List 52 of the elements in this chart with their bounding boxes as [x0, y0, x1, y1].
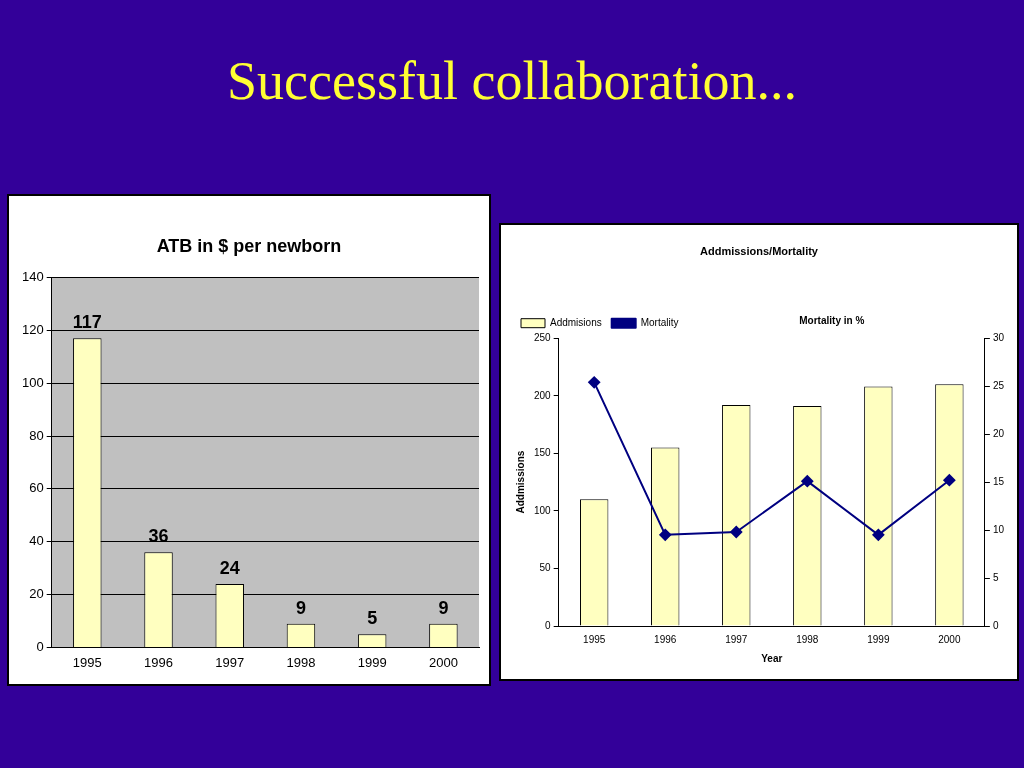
legend-label: Addmisions: [550, 316, 602, 328]
x-tick-label: 1995: [583, 633, 606, 645]
y-tick-label: 60: [29, 480, 44, 496]
x-tick-label: 2000: [938, 633, 961, 645]
y-tick-label: 140: [21, 269, 44, 285]
chart-title: Addmissions/Mortality: [700, 244, 819, 257]
point: [872, 528, 885, 541]
y2-tick-label: 10: [992, 523, 1005, 535]
y-tick-label: 80: [29, 427, 44, 443]
y-tick-label: 20: [29, 586, 44, 602]
legend-label: Mortality: [640, 316, 679, 328]
point: [659, 528, 672, 541]
x-tick-label: 1998: [796, 633, 819, 645]
y2-tick-label: 5: [992, 571, 999, 583]
point: [730, 525, 743, 538]
y-tick-label: 150: [534, 447, 552, 459]
x-tick-label: 1997: [215, 654, 245, 670]
y-tick-label: 200: [534, 389, 552, 401]
y-axis-title: Addmissions: [514, 450, 526, 514]
y-tick-label: 100: [534, 504, 552, 516]
y2-tick-label: 30: [992, 331, 1005, 343]
text: Successful collaboration...: [226, 50, 798, 112]
x-tick-label: 1999: [357, 654, 387, 670]
y-tick-label: 250: [534, 331, 552, 343]
x-tick-label: 1998: [286, 654, 316, 670]
x-tick-label: 1996: [654, 633, 677, 645]
data-label: 5: [367, 608, 378, 629]
x-tick-label: 1996: [144, 654, 173, 670]
y2-tick-label: 20: [992, 427, 1005, 439]
data-label: 9: [438, 597, 449, 618]
y2-tick-label: 0: [992, 619, 999, 631]
point: [943, 474, 956, 487]
y-tick-label: 0: [36, 638, 44, 654]
y2-tick-label: 15: [992, 475, 1005, 487]
y-tick-label: 50: [539, 562, 552, 574]
x-tick-label: 1999: [867, 633, 890, 645]
y-tick-label: 100: [21, 374, 44, 390]
y2-axis-title: Mortality in %: [799, 314, 865, 326]
data-label: 117: [72, 312, 102, 333]
data-label: 9: [295, 597, 306, 618]
y-tick-label: 120: [21, 322, 44, 338]
point: [588, 376, 601, 389]
data-label: 24: [219, 557, 240, 578]
x-tick-label: 1995: [72, 654, 102, 670]
chart-title: ATB in $ per newborn: [156, 235, 342, 256]
x-tick-label: 1997: [725, 633, 748, 645]
x-tick-label: 2000: [428, 654, 458, 670]
point: [801, 475, 814, 488]
y-tick-label: 0: [545, 619, 552, 631]
y-tick-label: 40: [29, 533, 44, 549]
y2-tick-label: 25: [992, 379, 1005, 391]
x-axis-title: Year: [761, 652, 783, 664]
